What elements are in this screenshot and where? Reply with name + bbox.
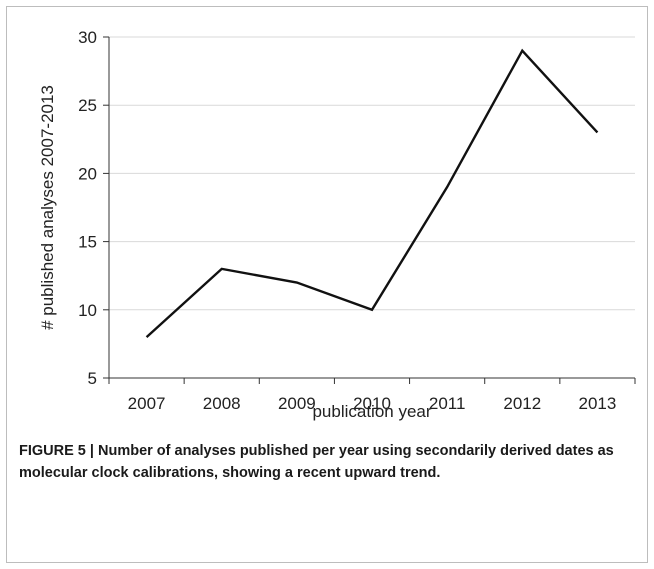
x-tick-label: 2008 <box>203 394 241 413</box>
x-tick-label: 2009 <box>278 394 316 413</box>
x-tick-label: 2013 <box>579 394 617 413</box>
line-chart: 5 10 15 20 25 30 2007 2008 2009 2010 2011 2012 2013… <box>38 28 636 421</box>
figure-caption: FIGURE 5 | Number of analyses published … <box>19 443 614 481</box>
gridlines <box>109 36 635 311</box>
x-tick-label: 2010 <box>353 394 391 413</box>
y-tick-label: 25 <box>78 96 97 115</box>
y-tick-labels: 5 10 15 20 25 30 <box>78 28 97 388</box>
x-tick-label: 2011 <box>429 394 466 413</box>
y-axis-label: # published analyses 2007-2013 <box>38 85 57 330</box>
x-tick-label: 2012 <box>503 394 541 413</box>
y-tick-label: 30 <box>78 28 97 47</box>
series-line <box>145 48 599 338</box>
y-tick-label: 10 <box>78 301 97 320</box>
y-tick-label: 20 <box>78 164 97 183</box>
figure-box: 5 10 15 20 25 30 2007 2008 2009 2010 2011 2012 2013… <box>6 6 648 563</box>
y-tick-label: 15 <box>78 233 97 252</box>
x-axis-label: publication year <box>312 402 431 421</box>
chart-area: 5 10 15 20 25 30 2007 2008 2009 2010 2011 2012 2013… <box>7 7 649 427</box>
axes <box>103 36 636 384</box>
x-tick-label: 2007 <box>128 394 166 413</box>
y-tick-label: 5 <box>88 369 97 388</box>
x-tick-labels: 2007 2008 2009 2010 2011 2012 2013 <box>128 394 617 413</box>
